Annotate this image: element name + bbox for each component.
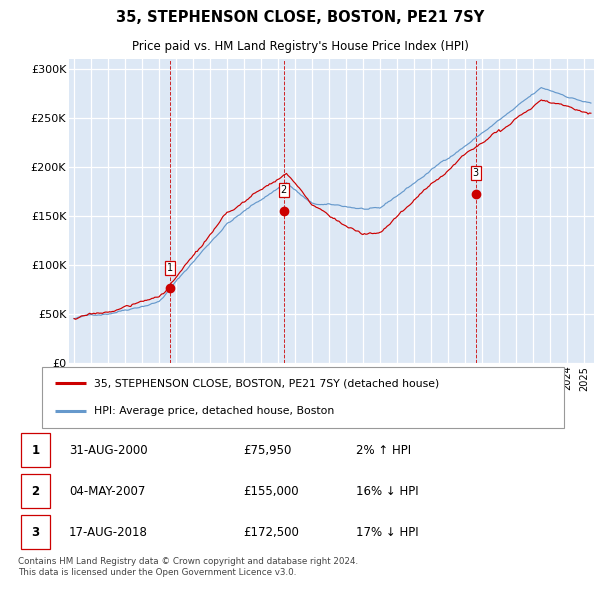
- Text: 3: 3: [31, 526, 40, 539]
- Text: £75,950: £75,950: [244, 444, 292, 457]
- FancyBboxPatch shape: [21, 433, 50, 467]
- FancyBboxPatch shape: [42, 367, 564, 428]
- Text: Contains HM Land Registry data © Crown copyright and database right 2024.
This d: Contains HM Land Registry data © Crown c…: [18, 558, 358, 577]
- Text: 16% ↓ HPI: 16% ↓ HPI: [356, 484, 419, 498]
- Text: 2: 2: [281, 185, 287, 195]
- Text: 35, STEPHENSON CLOSE, BOSTON, PE21 7SY (detached house): 35, STEPHENSON CLOSE, BOSTON, PE21 7SY (…: [94, 378, 439, 388]
- Text: 35, STEPHENSON CLOSE, BOSTON, PE21 7SY: 35, STEPHENSON CLOSE, BOSTON, PE21 7SY: [116, 10, 484, 25]
- Text: 1: 1: [167, 263, 173, 273]
- Text: £172,500: £172,500: [244, 526, 299, 539]
- Text: HPI: Average price, detached house, Boston: HPI: Average price, detached house, Bost…: [94, 407, 334, 417]
- Text: 1: 1: [31, 444, 40, 457]
- Text: 31-AUG-2000: 31-AUG-2000: [69, 444, 148, 457]
- Text: Price paid vs. HM Land Registry's House Price Index (HPI): Price paid vs. HM Land Registry's House …: [131, 40, 469, 53]
- FancyBboxPatch shape: [21, 516, 50, 549]
- Text: 17% ↓ HPI: 17% ↓ HPI: [356, 526, 419, 539]
- Text: 2% ↑ HPI: 2% ↑ HPI: [356, 444, 412, 457]
- Text: 2: 2: [31, 484, 40, 498]
- FancyBboxPatch shape: [21, 474, 50, 508]
- Text: 3: 3: [473, 168, 479, 178]
- Text: £155,000: £155,000: [244, 484, 299, 498]
- Text: 04-MAY-2007: 04-MAY-2007: [69, 484, 145, 498]
- Text: 17-AUG-2018: 17-AUG-2018: [69, 526, 148, 539]
